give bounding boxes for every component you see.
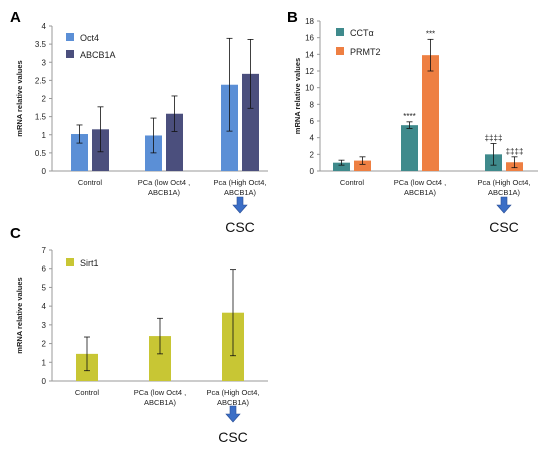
y-tick-label: 2.5 <box>35 76 47 85</box>
y-tick-label: 3 <box>42 321 47 330</box>
x-category-label: PCa (low Oct4 , ABCB1A) <box>138 178 191 197</box>
x-category-label: PCa (low Oct4 , ABCB1A) <box>134 388 187 407</box>
y-axis-label: mRNA relative values <box>293 58 302 134</box>
y-tick-label: 12 <box>305 67 314 76</box>
legend-label: Oct4 <box>80 33 99 43</box>
y-tick-label: 5 <box>42 283 47 292</box>
y-tick-label: 1 <box>42 358 47 367</box>
y-tick-label: 4 <box>42 302 47 311</box>
legend-label: Sirt1 <box>80 258 99 268</box>
y-tick-label: 7 <box>42 246 47 255</box>
bar-cct-1 <box>401 125 418 171</box>
y-tick-label: 14 <box>305 50 314 59</box>
y-tick-label: 16 <box>305 34 314 43</box>
y-axis-label: mRNA relative values <box>15 277 24 353</box>
y-tick-label: 2 <box>42 95 47 104</box>
significance-mark: ‡‡‡‡ <box>485 134 503 143</box>
x-category-label: Pca (High Oct4, ABCB1A) <box>207 388 260 407</box>
x-category-label: Control <box>78 178 103 187</box>
y-tick-label: 10 <box>305 84 314 93</box>
y-tick-label: 0 <box>42 377 47 386</box>
legend-swatch <box>336 28 344 36</box>
panel-letter: B <box>287 9 298 26</box>
y-tick-label: 4 <box>310 134 315 143</box>
legend-swatch <box>66 33 74 41</box>
legend-swatch <box>66 258 74 266</box>
y-tick-label: 8 <box>310 100 315 109</box>
panel-a-chart: A 0 0.5 1 1.5 2 2.5 3 3.5 4 mRNA relative values Co… <box>10 9 268 235</box>
y-tick-label: 1 <box>42 131 47 140</box>
y-tick-label: 0.5 <box>35 149 47 158</box>
down-arrow-icon <box>225 405 241 423</box>
panel-letter: C <box>10 225 21 242</box>
x-category-label: PCa (low Oct4 , ABCB1A) <box>394 178 447 197</box>
y-tick-label: 3.5 <box>35 40 47 49</box>
y-tick-label: 6 <box>310 117 315 126</box>
bar-prmt2-0 <box>354 160 371 171</box>
panel-c-chart: C 0 1 2 3 4 5 6 7 mRNA relative values Control PCa … <box>10 225 268 445</box>
y-tick-label: 2 <box>310 150 315 159</box>
significance-mark: **** <box>403 112 415 121</box>
x-category-label: Control <box>340 178 365 187</box>
legend-label: PRMT2 <box>350 47 381 57</box>
significance-mark: ‡‡‡‡ <box>506 147 524 156</box>
bar-oct4-0 <box>71 134 88 171</box>
legend-swatch <box>66 50 74 58</box>
x-category-label: Control <box>75 388 100 397</box>
legend-label: ABCB1A <box>80 50 116 60</box>
y-tick-label: 1.5 <box>35 113 47 122</box>
y-tick-label: 18 <box>305 17 314 26</box>
bar-prmt2-1 <box>422 55 439 171</box>
x-category-label: Pca (High Oct4, ABCB1A) <box>214 178 267 197</box>
legend-label: CCTα <box>350 28 374 38</box>
y-axis-label: mRNA relative values <box>15 60 24 136</box>
y-tick-label: 0 <box>310 167 315 176</box>
down-arrow-icon <box>496 196 512 214</box>
down-arrow-icon <box>232 196 248 214</box>
csc-label: CSC <box>225 219 255 235</box>
y-tick-label: 4 <box>42 22 47 31</box>
x-category-label: Pca (High Oct4, ABCB1A) <box>478 178 531 197</box>
y-tick-label: 6 <box>42 265 47 274</box>
panel-letter: A <box>10 9 21 26</box>
bar-cct-0 <box>333 162 350 171</box>
bar-abcb1a-2 <box>242 73 259 171</box>
csc-label: CSC <box>489 219 519 235</box>
bar-sirt1-1 <box>149 336 171 381</box>
y-tick-label: 3 <box>42 58 47 67</box>
significance-mark: *** <box>426 29 435 38</box>
csc-label: CSC <box>218 429 248 445</box>
bar-abcb1a-1 <box>166 113 183 171</box>
legend-swatch <box>336 47 344 55</box>
y-tick-label: 2 <box>42 340 47 349</box>
y-tick-label: 0 <box>42 167 47 176</box>
